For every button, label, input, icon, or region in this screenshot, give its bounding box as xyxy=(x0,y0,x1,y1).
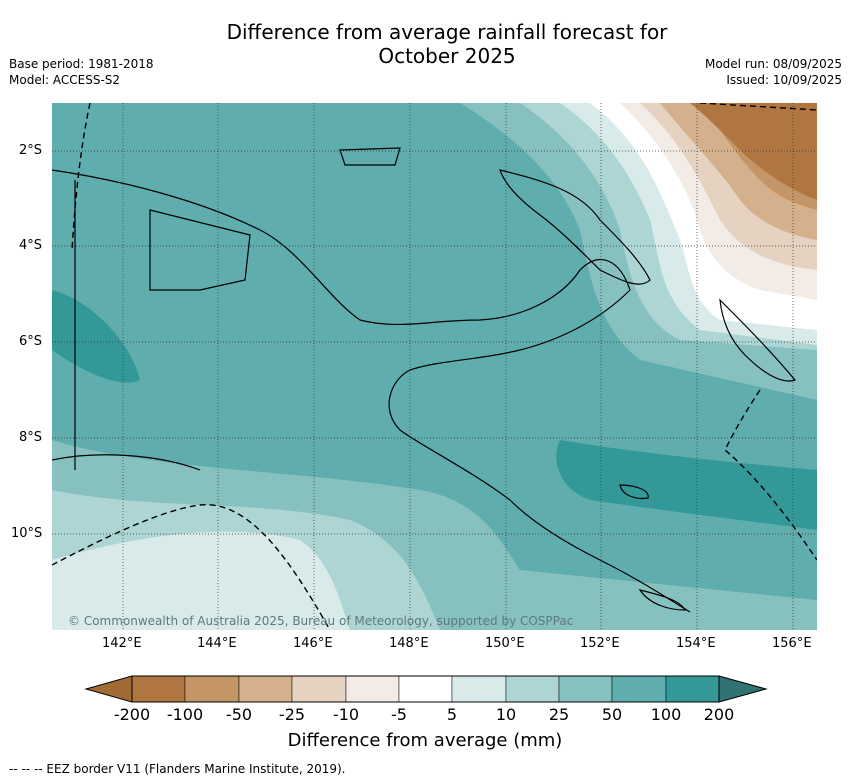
lon-label-148e: 148°E xyxy=(389,636,429,651)
colorbar-bin xyxy=(131,675,186,703)
model-run: Model run: 08/09/2025 xyxy=(704,57,842,71)
coastlines xyxy=(52,147,797,613)
lon-label-156e: 156°E xyxy=(772,636,812,651)
field-neg-100-200 xyxy=(690,103,817,200)
colorbar-tick: 100 xyxy=(650,705,682,724)
island-rossel xyxy=(638,589,686,611)
map-title: Difference from average rainfall forecas… xyxy=(0,20,850,68)
colorbar-outline xyxy=(131,675,720,703)
colorbar-tick: -5 xyxy=(391,705,407,724)
south-coast xyxy=(52,454,201,471)
issued-date: Issued: 10/09/2025 xyxy=(726,73,842,87)
lat-label-2s: 2°S xyxy=(19,143,43,158)
colorbar-bin xyxy=(398,675,453,703)
lon-label-146e: 146°E xyxy=(293,636,333,651)
lat-label-4s: 4°S xyxy=(19,238,43,253)
colorbar xyxy=(84,675,768,703)
lon-label-144e: 144°E xyxy=(197,636,237,651)
colorbar-tick: -10 xyxy=(332,705,360,724)
colorbar-tick: 10 xyxy=(495,705,517,724)
colorbar-extend-low xyxy=(84,675,133,703)
colorbar-tick: -50 xyxy=(225,705,253,724)
colorbar-bin xyxy=(238,675,293,703)
eez-south-west xyxy=(52,504,331,630)
colorbar-bin xyxy=(611,675,667,703)
title-line-1: Difference from average rainfall forecas… xyxy=(226,20,668,44)
meta-left: Base period: 1981-2018 Model: ACCESS-S2 xyxy=(9,56,154,88)
lat-label-6s: 6°S xyxy=(19,334,43,349)
meta-right: Model run: 08/09/2025 Issued: 10/09/2025 xyxy=(705,56,842,88)
lat-label-8s: 8°S xyxy=(19,430,43,445)
rainfall-anomaly-field xyxy=(52,103,817,630)
colorbar-bin xyxy=(291,675,347,703)
colorbar-tick: 50 xyxy=(601,705,623,724)
base-period: Base period: 1981-2018 xyxy=(9,57,154,71)
graticule xyxy=(52,103,817,630)
colorbar-extend-high xyxy=(718,675,768,703)
title-line-2: October 2025 xyxy=(378,44,516,68)
colorbar-bin xyxy=(558,675,613,703)
colorbar-tick: -200 xyxy=(113,705,151,724)
field-5-10-south xyxy=(52,531,350,630)
colorbar-tick: 25 xyxy=(548,705,570,724)
island-woodlark xyxy=(619,484,649,500)
eez-borders xyxy=(52,103,817,630)
copyright-notice: © Commonwealth of Australia 2025, Bureau… xyxy=(68,614,574,628)
province-border-1 xyxy=(149,209,251,291)
colorbar-bin xyxy=(505,675,560,703)
colorbar-tick: -25 xyxy=(278,705,306,724)
png-coast xyxy=(52,169,691,613)
colorbar-title: Difference from average (mm) xyxy=(287,730,563,751)
lon-label-142e: 142°E xyxy=(102,636,142,651)
field-100-200-west xyxy=(52,290,140,383)
eez-east xyxy=(724,389,817,561)
colorbar-bin xyxy=(665,675,720,703)
model-name: Model: ACCESS-S2 xyxy=(9,73,121,87)
lon-label-152e: 152°E xyxy=(580,636,620,651)
lon-label-150e: 150°E xyxy=(485,636,525,651)
lon-label-154e: 154°E xyxy=(676,636,716,651)
island-bougainville xyxy=(719,298,797,382)
eez-footnote: -- -- -- EEZ border V11 (Flanders Marine… xyxy=(9,762,346,776)
colorbar-bin xyxy=(451,675,507,703)
colorbar-bin xyxy=(345,675,400,703)
colorbar-bin xyxy=(184,675,240,703)
colorbar-tick: 5 xyxy=(446,705,458,724)
field-100-200-east xyxy=(556,440,817,530)
island-new-ireland xyxy=(499,169,651,285)
island-manus xyxy=(339,147,401,166)
lat-label-10s: 10°S xyxy=(11,526,43,541)
colorbar-tick: 200 xyxy=(703,705,735,724)
colorbar-tick: -100 xyxy=(166,705,204,724)
eez-west xyxy=(71,103,91,251)
